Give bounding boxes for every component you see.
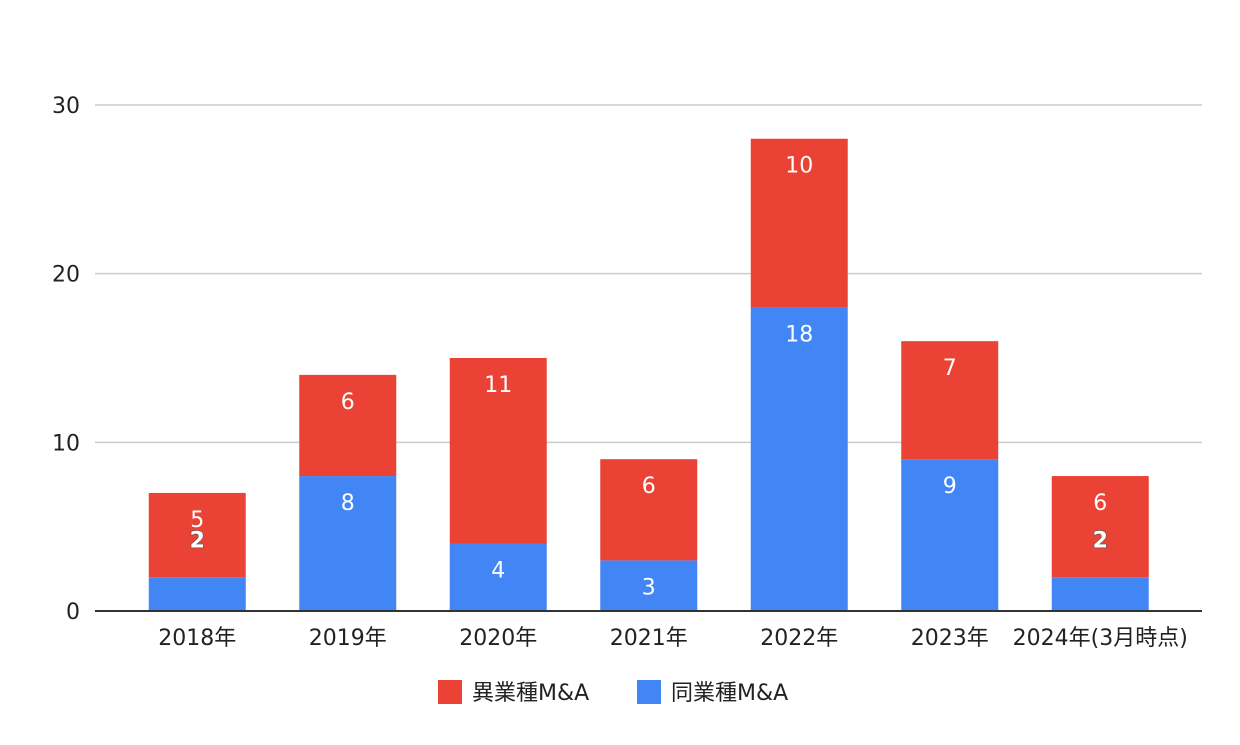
y-tick-label: 10 — [52, 431, 80, 456]
bars — [148, 138, 1149, 611]
legend: 異業種M&A 同業種M&A — [438, 680, 788, 706]
bar-segment-different-industry — [600, 459, 698, 561]
data-label-different-industry: 7 — [943, 356, 957, 381]
x-tick-label: 2024年(3月時点) — [1013, 626, 1188, 651]
bar-segment-different-industry — [299, 374, 397, 477]
bar-segment-different-industry — [750, 138, 848, 308]
data-label-different-industry: 6 — [642, 474, 656, 499]
bar-segment-same-industry — [449, 543, 547, 611]
y-tick-label: 20 — [52, 263, 80, 288]
bar-segment-same-industry — [148, 577, 246, 611]
data-label-same-industry: 8 — [341, 491, 355, 516]
legend-swatch — [637, 680, 661, 704]
data-label-same-industry: 4 — [491, 559, 505, 584]
y-axis: 0 10 20 30 — [52, 94, 80, 625]
x-tick-label: 2023年 — [911, 626, 989, 651]
data-label-different-industry: 10 — [785, 154, 813, 179]
data-label-different-industry: 6 — [1093, 491, 1107, 516]
data-label-same-industry: 9 — [943, 474, 957, 499]
bar-segment-same-industry — [750, 307, 848, 611]
data-label-different-industry: 5 — [190, 508, 204, 533]
data-label-different-industry: 11 — [484, 373, 512, 398]
bar-segment-same-industry — [299, 476, 397, 611]
y-tick-label: 30 — [52, 94, 80, 119]
bar-segment-same-industry — [901, 459, 999, 611]
x-tick-label: 2021年 — [610, 626, 688, 651]
data-label-same-industry: 18 — [785, 322, 813, 347]
bar-segment-different-industry — [901, 341, 999, 460]
legend-label: 異業種M&A — [472, 681, 589, 706]
x-tick-label: 2018年 — [158, 626, 236, 651]
legend-label: 同業種M&A — [671, 681, 788, 706]
bar-segment-same-industry — [1051, 577, 1149, 611]
data-label-same-industry: 3 — [642, 575, 656, 600]
x-tick-label: 2019年 — [309, 626, 387, 651]
bar-segment-different-industry — [1051, 476, 1149, 578]
y-tick-label: 0 — [66, 600, 80, 625]
bar-segment-different-industry — [148, 492, 246, 578]
data-label-same-industry: 2 — [190, 528, 205, 553]
x-tick-label: 2020年 — [459, 626, 537, 651]
bar-segment-same-industry — [600, 560, 698, 611]
data-label-same-industry: 2 — [1093, 528, 1108, 553]
x-axis: 2018年 2019年 2020年 2021年 2022年 2023年 2024年(3月時点… — [95, 610, 1202, 651]
legend-swatch — [438, 680, 462, 704]
x-tick-label: 2022年 — [760, 626, 838, 651]
data-label-different-industry: 6 — [341, 390, 355, 415]
bar-segment-different-industry — [449, 358, 547, 544]
gridlines — [95, 104, 1202, 444]
